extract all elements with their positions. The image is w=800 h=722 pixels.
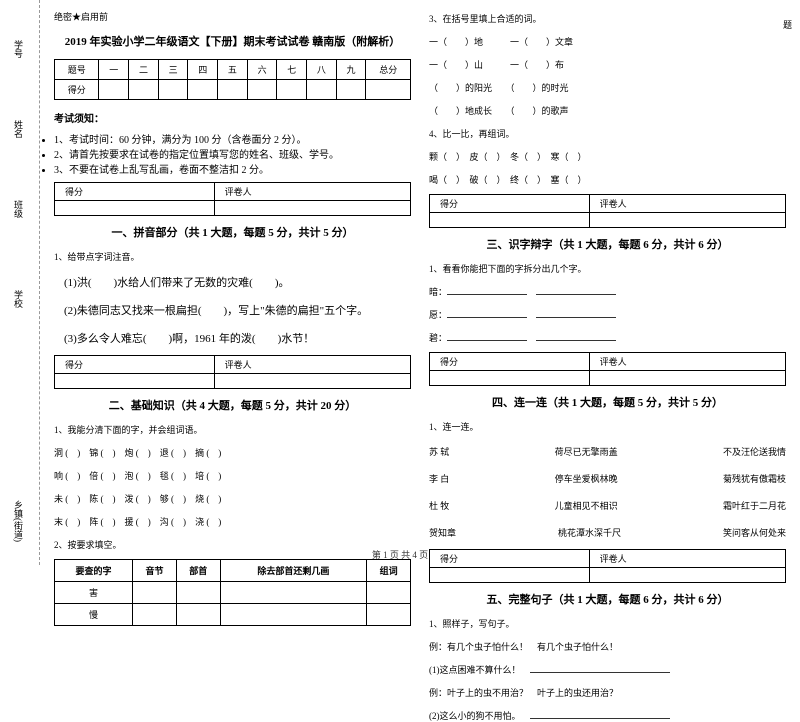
q1-line: (1)洪( )水给人们带来了无数的灾难( )。	[64, 274, 411, 290]
split-item: 愿：	[429, 308, 786, 321]
sec5-lead: 1、照样子，写句子。	[429, 617, 786, 630]
score-table: 题号 一 二 三 四 五 六 七 八 九 总分 得分	[54, 59, 411, 100]
word-row: 未 ( ) 陈 ( ) 泼 ( ) 够 ( ) 烧 ( )	[54, 492, 411, 505]
binding-label-school: 学校	[12, 290, 25, 308]
match-row: 苏 轼荷尽已无擎雨盖不及汪伦送我情	[429, 445, 786, 458]
section-2-title: 二、基础知识（共 4 大题，每题 5 分，共计 20 分）	[54, 397, 411, 413]
right-column: 3、在括号里填上合适的词。 一（ ）地 一（ ）文章 一（ ）山 一（ ）布 （…	[429, 10, 786, 565]
sec5-line: (1)这点困难不算什么！	[429, 663, 786, 676]
notice-item: 1、考试时间：60 分钟，满分为 100 分（含卷面分 2 分）。	[54, 131, 411, 146]
word-row: 响 ( ) 倍 ( ) 泡 ( ) 毯 ( ) 培 ( )	[54, 469, 411, 482]
marker-table: 得分评卷人	[54, 355, 411, 389]
q4-row: 喝（ ） 破（ ） 终（ ） 塞（ ）	[429, 173, 786, 186]
marker-table: 得分评卷人	[429, 194, 786, 228]
left-column: 绝密★启用前 2019 年实验小学二年级语文【下册】期末考试试卷 赣南版（附解析…	[54, 10, 411, 565]
lookup-table: 要查的字 音节 部首 除去部首还剩几画 组词 害 慢	[54, 559, 411, 626]
binding-label-town: 乡镇(街道)	[12, 500, 25, 542]
word-row: 洞 ( ) 锦 ( ) 炮 ( ) 退 ( ) 摘 ( )	[54, 446, 411, 459]
content-columns: 绝密★启用前 2019 年实验小学二年级语文【下册】期末考试试卷 赣南版（附解析…	[40, 0, 800, 565]
binding-margin: 学号 姓名 班级 学校 乡镇(街道)	[0, 0, 40, 565]
score-value-row: 得分	[55, 80, 411, 100]
notice-item: 2、请首先按要求在试卷的指定位置填写您的姓名、班级、学号。	[54, 146, 411, 161]
sec5-line: 例：有几个虫子怕什么！ 有几个虫子怕什么！	[429, 640, 786, 653]
section-3-title: 三、识字辩字（共 1 大题，每题 6 分，共计 6 分）	[429, 236, 786, 252]
page-footer: 第 1 页 共 4 页	[0, 548, 800, 561]
split-item: 碧：	[429, 331, 786, 344]
sec3-lead: 1、看看你能把下面的字拆分出几个字。	[429, 262, 786, 275]
sec2-q1-lead: 1、我能分清下面的字，并会组词语。	[54, 423, 411, 436]
notice-item: 3、不要在试卷上乱写乱画，卷面不整洁扣 2 分。	[54, 161, 411, 176]
sec4-lead: 1、连一连。	[429, 420, 786, 433]
paper-title: 2019 年实验小学二年级语文【下册】期末考试试卷 赣南版（附解析）	[54, 33, 411, 49]
notice-list: 1、考试时间：60 分钟，满分为 100 分（含卷面分 2 分）。 2、请首先按…	[54, 131, 411, 176]
match-row: 李 白停车坐爱枫林晚菊残犹有傲霜枝	[429, 472, 786, 485]
notice-heading: 考试须知：	[54, 110, 411, 125]
q4-row: 颗（ ） 皮（ ） 冬（ ） 寒（ ）	[429, 150, 786, 163]
score-header-row: 题号 一 二 三 四 五 六 七 八 九 总分	[55, 60, 411, 80]
match-row: 贺知章桃花潭水深千尺笑问客从何处来	[429, 526, 786, 539]
sec5-line: (2)这么小的狗不用怕。	[429, 709, 786, 722]
exam-page: 学号 姓名 班级 学校 乡镇(街道) 绝密★启用前 2019 年实验小学二年级语…	[0, 0, 800, 565]
section-4-title: 四、连一连（共 1 大题，每题 5 分，共计 5 分）	[429, 394, 786, 410]
binding-label-name: 姓名	[12, 120, 25, 138]
section-1-title: 一、拼音部分（共 1 大题，每题 5 分，共计 5 分）	[54, 224, 411, 240]
word-row: 末 ( ) 阵 ( ) 援 ( ) 沟 ( ) 浇 ( )	[54, 515, 411, 528]
q3-row: 一（ ）山 一（ ）布	[429, 58, 786, 71]
secret-label: 绝密★启用前	[54, 10, 411, 23]
marker-table: 得分评卷人	[54, 182, 411, 216]
binding-label-class: 班级	[12, 200, 25, 218]
q1-lead: 1、给带点字词注音。	[54, 250, 411, 263]
q1-line: (3)多么令人难忘( )啊，1961 年的泼( )水节！	[64, 330, 411, 346]
section-5-title: 五、完整句子（共 1 大题，每题 6 分，共计 6 分）	[429, 591, 786, 607]
sec5-line: 例：叶子上的虫不用治？ 叶子上的虫还用治？	[429, 686, 786, 699]
marker-table: 得分评卷人	[429, 352, 786, 386]
binding-label-id: 学号	[12, 40, 25, 58]
q1-line: (2)朱德同志又找来一根扁担( )，写上"朱德的扁担"五个字。	[64, 302, 411, 318]
q3-row: （ ）的阳光 （ ）的时光	[429, 81, 786, 94]
q3-lead: 3、在括号里填上合适的词。	[429, 12, 786, 25]
q3-row: 一（ ）地 一（ ）文章	[429, 35, 786, 48]
match-row: 杜 牧儿童相见不相识霜叶红于二月花	[429, 499, 786, 512]
q4-lead: 4、比一比，再组词。	[429, 127, 786, 140]
right-edge-label: 题	[781, 20, 794, 49]
q3-row: （ ）地成长 （ ）的歌声	[429, 104, 786, 117]
split-item: 暗：	[429, 285, 786, 298]
